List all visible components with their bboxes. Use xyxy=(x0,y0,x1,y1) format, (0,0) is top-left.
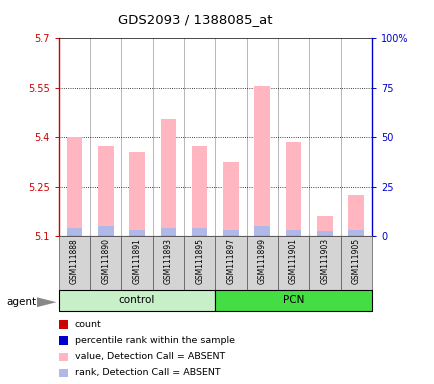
Text: GSM111888: GSM111888 xyxy=(70,238,79,283)
Bar xyxy=(309,236,340,290)
Bar xyxy=(223,162,238,236)
Text: GSM111891: GSM111891 xyxy=(132,238,141,284)
Text: value, Detection Call = ABSENT: value, Detection Call = ABSENT xyxy=(75,352,224,361)
Bar xyxy=(66,137,82,236)
Text: agent: agent xyxy=(7,297,36,307)
Bar xyxy=(129,230,145,236)
Text: GSM111903: GSM111903 xyxy=(320,238,329,284)
Bar xyxy=(59,290,215,311)
Bar xyxy=(98,146,113,236)
Bar xyxy=(215,236,246,290)
Text: GSM111897: GSM111897 xyxy=(226,238,235,284)
Bar xyxy=(59,236,90,290)
Bar xyxy=(66,228,82,236)
Bar xyxy=(316,216,332,236)
Bar xyxy=(246,236,277,290)
Text: rank, Detection Call = ABSENT: rank, Detection Call = ABSENT xyxy=(75,368,220,377)
Text: control: control xyxy=(118,295,155,306)
Bar xyxy=(90,236,121,290)
Bar xyxy=(160,228,176,236)
Bar xyxy=(277,236,309,290)
Text: percentile rank within the sample: percentile rank within the sample xyxy=(75,336,234,345)
Bar xyxy=(340,236,371,290)
Text: GSM111895: GSM111895 xyxy=(195,238,204,284)
Bar xyxy=(98,226,113,236)
Text: GSM111905: GSM111905 xyxy=(351,238,360,284)
Bar xyxy=(191,228,207,236)
Text: GSM111890: GSM111890 xyxy=(101,238,110,284)
Text: PCN: PCN xyxy=(282,295,304,306)
Bar xyxy=(316,231,332,236)
Bar xyxy=(152,236,184,290)
Polygon shape xyxy=(37,297,56,307)
Bar xyxy=(191,146,207,236)
Bar xyxy=(160,119,176,236)
Bar xyxy=(254,226,270,236)
Bar xyxy=(129,152,145,236)
Bar xyxy=(223,230,238,236)
Bar xyxy=(348,230,363,236)
Text: GDS2093 / 1388085_at: GDS2093 / 1388085_at xyxy=(118,13,273,26)
Text: GSM111899: GSM111899 xyxy=(257,238,266,284)
Text: count: count xyxy=(75,320,101,329)
Bar xyxy=(184,236,215,290)
Text: GSM111893: GSM111893 xyxy=(164,238,172,284)
Bar xyxy=(285,230,301,236)
Bar xyxy=(121,236,152,290)
Bar xyxy=(285,142,301,236)
Bar xyxy=(215,290,371,311)
Text: GSM111901: GSM111901 xyxy=(289,238,297,284)
Bar xyxy=(254,86,270,236)
Bar xyxy=(348,195,363,236)
